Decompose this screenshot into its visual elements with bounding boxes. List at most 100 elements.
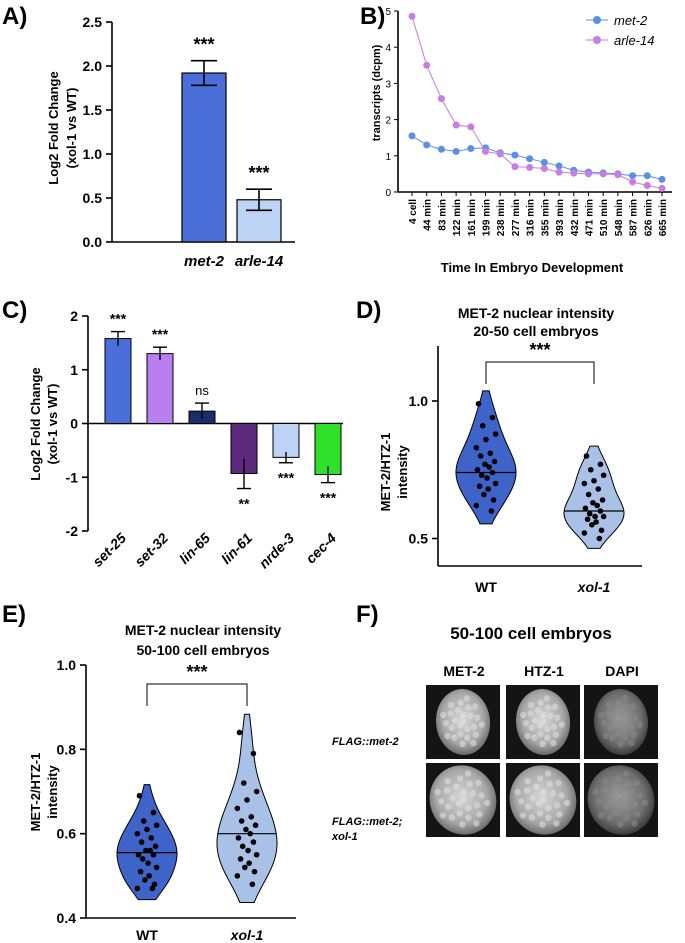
chart-b-xtick-label: 432 min: [570, 199, 581, 236]
chart-d-data-point: [600, 472, 607, 479]
micrograph-title: 50-100 cell embryos: [450, 624, 612, 643]
micrograph-nucleus: [611, 783, 618, 791]
micrograph-nucleus: [552, 731, 559, 738]
chart-b-point: [643, 172, 651, 180]
chart-b-ytick-label: 2: [385, 116, 391, 127]
chart-e-data-point: [239, 843, 246, 850]
chart-b-xtick-label: 665 min: [658, 199, 669, 236]
micrograph-nucleus: [466, 780, 474, 788]
micrograph-nucleus: [592, 788, 599, 796]
chart-d-significance: ***: [529, 340, 550, 360]
chart-b-point: [467, 145, 475, 153]
micrograph-nucleus: [464, 770, 472, 777]
chart-a-ylabel-2: (xol-1 vs WT): [64, 88, 79, 169]
micrograph-nucleus: [438, 798, 445, 805]
chart-d-data-point: [484, 475, 490, 481]
micrograph-nucleus: [463, 695, 471, 702]
chart-d-data-point: [587, 466, 594, 473]
chart-d-subtitle: 20-50 cell embryos: [473, 323, 599, 339]
micrograph-nucleus: [544, 725, 551, 733]
chart-e-ytick-label: 0.6: [57, 826, 77, 842]
panel-label-e: E): [2, 601, 26, 628]
micrograph-nucleus: [537, 699, 544, 706]
chart-d-data-point: [594, 502, 601, 509]
micrograph-nucleus: [525, 803, 532, 810]
chart-d-data-point: [597, 508, 604, 514]
chart-e-violin: [116, 784, 178, 901]
chart-d-data-point: [600, 513, 607, 520]
chart-b-point: [658, 184, 666, 192]
chart-b-ytick-label: 5: [385, 7, 391, 18]
chart-c-category-label: set-32: [131, 530, 171, 570]
chart-d-ytick-label: 0.5: [409, 531, 429, 547]
micrograph-nucleus: [456, 722, 464, 729]
chart-b-point: [408, 12, 416, 20]
micrograph-nucleus: [631, 820, 638, 827]
micrograph-nucleus: [443, 787, 451, 794]
chart-b-point: [467, 123, 475, 131]
chart-d-data-point: [596, 535, 603, 542]
micrograph-nucleus: [615, 699, 622, 706]
micrograph-nucleus: [471, 703, 479, 710]
micrograph-nucleus: [534, 707, 542, 714]
chart-c-significance: ***: [110, 311, 127, 327]
micrograph-row-2-label: FLAG::met-2;: [332, 816, 403, 828]
micrograph-nucleus: [623, 704, 630, 711]
chart-e-data-point: [246, 860, 252, 866]
chart-b-point: [629, 178, 637, 186]
chart-d-title: MET-2 nuclear intensity: [458, 305, 615, 321]
micrograph-nucleus: [445, 803, 452, 810]
chart-a-ytick-label: 2.5: [83, 14, 103, 30]
chart-e-data-point: [237, 856, 244, 862]
micrograph-nucleus: [633, 779, 640, 787]
micrograph-nucleus: [544, 734, 551, 742]
chart-e-data-point: [143, 847, 149, 854]
chart-d-data-point: [597, 461, 604, 468]
chart-b-legend-marker: [593, 16, 601, 24]
chart-e-data-point: [242, 864, 248, 871]
micrograph-nucleus: [612, 707, 620, 714]
chart-d-data-point: [473, 502, 480, 509]
micrograph-nucleus: [449, 794, 456, 802]
chart-d-data-point: [488, 508, 495, 514]
chart-c-ytick-label: 1: [70, 362, 78, 378]
chart-c-ytick-label: -1: [66, 469, 79, 485]
panel-label-b: B): [360, 3, 385, 30]
micrograph-nucleus: [598, 711, 605, 719]
chart-e-data-point: [145, 860, 151, 866]
chart-b-point: [555, 162, 563, 170]
chart-c-bar: [314, 423, 342, 476]
micrograph-nucleus: [618, 711, 625, 719]
micrograph-nucleus: [451, 717, 459, 724]
micrograph-nucleus: [527, 701, 535, 709]
micrograph-nucleus: [605, 710, 612, 717]
micrograph-nucleus: [614, 775, 622, 782]
micrograph-nucleus: [597, 812, 605, 819]
chart-d-data-point: [586, 510, 593, 517]
micrograph-nucleus: [554, 714, 561, 722]
micrograph-nucleus: [613, 800, 621, 807]
micrograph-nucleus: [529, 794, 536, 802]
chart-b-point: [599, 170, 607, 178]
chart-b-legend-marker: [593, 36, 601, 44]
chart-e-violin: [216, 713, 278, 903]
micrograph-nucleus: [448, 814, 456, 821]
micrograph-nucleus: [531, 717, 539, 724]
chart-e-data-point: [137, 868, 144, 875]
chart-c-category-label: lin-61: [218, 530, 255, 567]
micrograph-nucleus: [537, 730, 544, 738]
chart-e-data-point: [234, 873, 241, 879]
chart-c-significance: ***: [152, 326, 169, 342]
chart-b-xtick-label: 83 min: [437, 199, 448, 231]
chart-a-ytick-label: 1.5: [83, 102, 103, 118]
chart-d-data-point: [585, 491, 592, 498]
chart-b-ytick-label: 4: [385, 43, 391, 54]
micrograph-nucleus: [527, 710, 534, 717]
micrograph-nucleus: [459, 740, 466, 748]
panel-label-a: A): [2, 3, 27, 30]
micrograph-nucleus: [528, 724, 535, 732]
chart-d-data-point: [478, 472, 485, 479]
chart-a-ytick-label: 1.0: [83, 146, 103, 162]
chart-c-ytick-label: 2: [70, 308, 78, 324]
micrograph-nucleus: [632, 714, 639, 722]
